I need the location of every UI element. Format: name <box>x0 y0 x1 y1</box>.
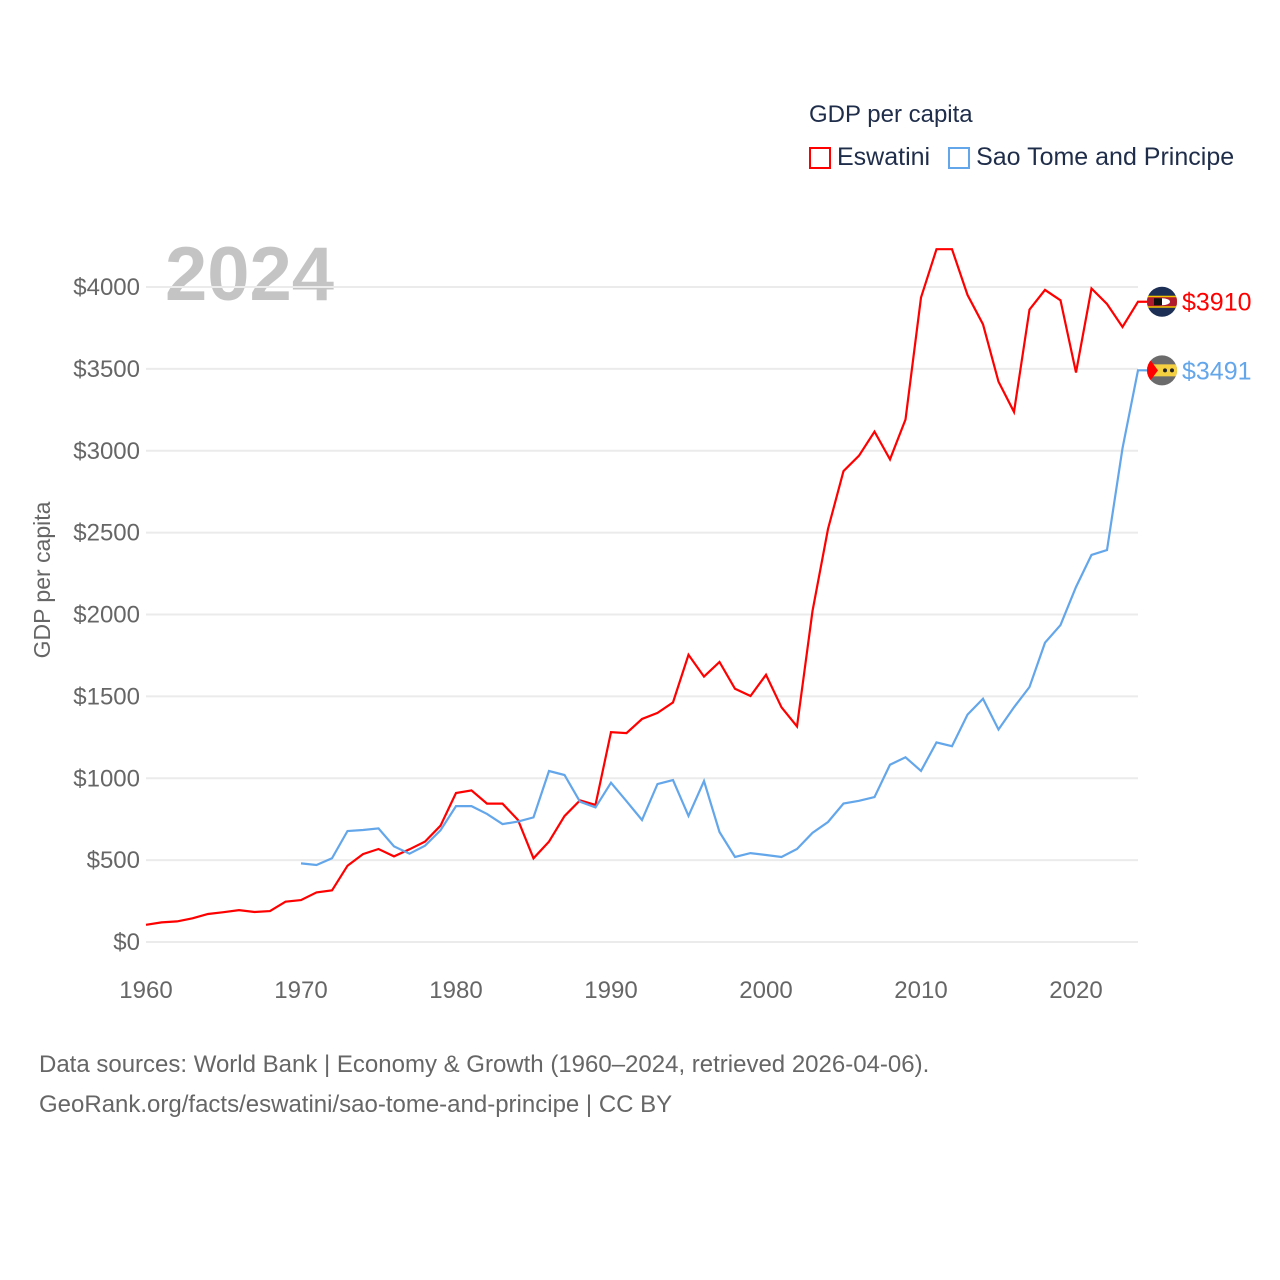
footer: Data sources: World Bank | Economy & Gro… <box>39 1045 929 1125</box>
legend-swatch-sao-tome <box>948 146 971 169</box>
x-tick-label: 2000 <box>739 977 792 1004</box>
y-tick-label: $1500 <box>73 683 140 710</box>
year-watermark: 2024 <box>165 232 334 317</box>
series-line-eswatini <box>145 248 1149 926</box>
end-value-label-sao-tome: $3491 <box>1182 357 1252 385</box>
y-tick-label: $3500 <box>73 356 140 383</box>
x-tick-label: 1990 <box>584 977 637 1004</box>
y-tick-label: $500 <box>87 847 140 874</box>
y-tick-label: $0 <box>113 929 140 956</box>
attribution-link[interactable]: GeoRank.org/facts/eswatini/sao-tome-and-… <box>39 1091 673 1118</box>
x-tick-label: 1970 <box>274 977 327 1004</box>
x-tick-label: 2020 <box>1049 977 1102 1004</box>
data-source-text: Data sources: World Bank | Economy & Gro… <box>39 1051 930 1078</box>
x-tick-label: 2010 <box>894 977 947 1004</box>
sao-tome-flag-icon <box>1147 355 1177 386</box>
y-tick-label: $2000 <box>73 602 140 629</box>
y-tick-label: $2500 <box>73 520 140 547</box>
x-tick-label: 1960 <box>119 977 172 1004</box>
legend-title: GDP per capita <box>809 101 973 128</box>
legend: Eswatini Sao Tome and Principe <box>809 143 1234 172</box>
y-tick-label: $4000 <box>73 274 140 301</box>
eswatini-flag-icon <box>1147 286 1177 317</box>
legend-label: Sao Tome and Principe <box>976 143 1235 171</box>
legend-swatch-eswatini <box>809 146 831 169</box>
legend-label: Eswatini <box>837 143 931 171</box>
y-tick-label: $3000 <box>73 438 140 465</box>
end-value-label-eswatini: $3910 <box>1182 289 1252 317</box>
y-tick-label: $1000 <box>73 765 140 792</box>
legend-item-sao-tome[interactable]: Sao Tome and Principe <box>948 143 1234 172</box>
x-tick-label: 1980 <box>429 977 482 1004</box>
series-line-sao-tome <box>300 369 1149 867</box>
y-axis-label: GDP per capita <box>29 501 55 658</box>
legend-item-eswatini[interactable]: Eswatini <box>809 143 930 172</box>
